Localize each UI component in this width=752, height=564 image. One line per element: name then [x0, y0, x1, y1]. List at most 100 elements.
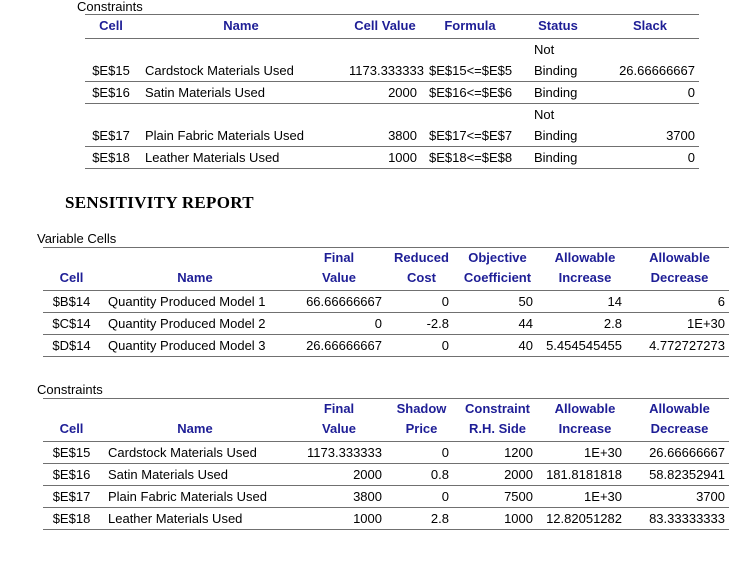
- table-cell: 2000: [290, 463, 388, 486]
- table-cell: Not Binding: [515, 103, 601, 147]
- table-cell: -2.8: [388, 312, 455, 335]
- table-cell: Cardstock Materials Used: [100, 441, 290, 464]
- column-header: Cell: [43, 247, 100, 291]
- column-header: Cell: [85, 14, 137, 39]
- table-cell: $D$14: [43, 334, 100, 357]
- header-row: Cell Name Final Value Shadow Price Constrain…: [43, 398, 729, 442]
- table-cell: 0: [601, 146, 699, 169]
- table-cell: $E$18<=$E$8: [425, 146, 515, 169]
- table-cell: Binding: [515, 146, 601, 169]
- table-cell: 3700: [630, 485, 729, 508]
- table-cell: 50: [455, 290, 540, 313]
- column-header: Status: [515, 14, 601, 39]
- table-cell: 0: [388, 290, 455, 313]
- table-cell: 1000: [345, 146, 425, 169]
- table-cell: 0: [601, 81, 699, 104]
- table-cell: $E$17: [43, 485, 100, 508]
- table-cell: $E$17<=$E$7: [425, 103, 515, 147]
- column-header: Name: [100, 398, 290, 442]
- table-cell: 181.8181818: [540, 463, 630, 486]
- table-cell: Cardstock Materials Used: [137, 38, 345, 82]
- table-cell: 6: [630, 290, 729, 313]
- variable-cells-table: Cell Name Final Value Reduced Cost Objective…: [43, 247, 729, 357]
- table-cell: 2.8: [388, 507, 455, 530]
- table-cell: 3800: [345, 103, 425, 147]
- table-cell: Quantity Produced Model 3: [100, 334, 290, 357]
- table-row: $E$18 Leather Materials Used 1000 2.8 1000 12…: [43, 507, 729, 530]
- table-cell: 26.66666667: [630, 441, 729, 464]
- variable-cells-label: Variable Cells: [37, 231, 117, 246]
- table-cell: 5.454545455: [540, 334, 630, 357]
- table-cell: Plain Fabric Materials Used: [100, 485, 290, 508]
- table-cell: 3800: [290, 485, 388, 508]
- table-cell: $E$15: [43, 441, 100, 464]
- header-row: Cell Name Cell Value Formula Status Slack: [85, 14, 699, 39]
- table-cell: 1000: [455, 507, 540, 530]
- header-row: Cell Name Final Value Reduced Cost Objective…: [43, 247, 729, 291]
- answer-constraints-table: Cell Name Cell Value Formula Status Slack $E$…: [85, 14, 699, 169]
- column-header: Shadow Price: [388, 398, 455, 442]
- table-cell: 1E+30: [540, 485, 630, 508]
- column-header: Cell Value: [345, 14, 425, 39]
- table-cell: Leather Materials Used: [137, 146, 345, 169]
- column-header: Allowable Decrease: [630, 247, 729, 291]
- table-cell: 0: [388, 485, 455, 508]
- table-cell: $E$15: [85, 38, 137, 82]
- table-cell: 44: [455, 312, 540, 335]
- table-cell: 4.772727273: [630, 334, 729, 357]
- table-cell: 12.82051282: [540, 507, 630, 530]
- table-cell: 1E+30: [630, 312, 729, 335]
- table-cell: Quantity Produced Model 2: [100, 312, 290, 335]
- sensitivity-report-title: SENSITIVITY REPORT: [65, 193, 254, 212]
- table-cell: 2000: [345, 81, 425, 104]
- table-cell: 1173.333333: [345, 38, 425, 82]
- table-cell: Not Binding: [515, 38, 601, 82]
- table-cell: 26.66666667: [290, 334, 388, 357]
- column-header: Final Value: [290, 247, 388, 291]
- table-cell: 58.82352941: [630, 463, 729, 486]
- table-cell: Satin Materials Used: [137, 81, 345, 104]
- table-cell: Satin Materials Used: [100, 463, 290, 486]
- table-cell: $E$16: [85, 81, 137, 104]
- table-cell: 3700: [601, 103, 699, 147]
- column-header: Name: [100, 247, 290, 291]
- table-row: $E$16 Satin Materials Used 2000 0.8 2000 181.…: [43, 463, 729, 486]
- sensitivity-constraints-table: Cell Name Final Value Shadow Price Constrain…: [43, 398, 729, 530]
- table-cell: 14: [540, 290, 630, 313]
- table-row: $E$15 Cardstock Materials Used 1173.333333…: [85, 38, 699, 82]
- table-row: $B$14 Quantity Produced Model 1 66.6666666…: [43, 290, 729, 313]
- column-header: Final Value: [290, 398, 388, 442]
- column-header: Allowable Increase: [540, 398, 630, 442]
- column-header: Name: [137, 14, 345, 39]
- table-cell: 66.66666667: [290, 290, 388, 313]
- table-row: $E$18 Leather Materials Used 1000 $E$18<=$E…: [85, 146, 699, 169]
- table-cell: $E$16<=$E$6: [425, 81, 515, 104]
- table-cell: 0: [388, 334, 455, 357]
- table-row: $E$17 Plain Fabric Materials Used 3800 0 750…: [43, 485, 729, 508]
- table-cell: 83.33333333: [630, 507, 729, 530]
- table-cell: 40: [455, 334, 540, 357]
- table-cell: $E$15<=$E$5: [425, 38, 515, 82]
- table-cell: $E$16: [43, 463, 100, 486]
- table-cell: 1000: [290, 507, 388, 530]
- table-cell: 7500: [455, 485, 540, 508]
- table-cell: 1E+30: [540, 441, 630, 464]
- table-cell: $B$14: [43, 290, 100, 313]
- table-row: $E$16 Satin Materials Used 2000 $E$16<=$E$6…: [85, 81, 699, 104]
- column-header: Cell: [43, 398, 100, 442]
- table-cell: 0.8: [388, 463, 455, 486]
- table-cell: Plain Fabric Materials Used: [137, 103, 345, 147]
- column-header: Slack: [601, 14, 699, 39]
- column-header: Reduced Cost: [388, 247, 455, 291]
- table-row: $E$15 Cardstock Materials Used 1173.333333…: [43, 441, 729, 464]
- table-cell: 26.66666667: [601, 38, 699, 82]
- table-cell: 2000: [455, 463, 540, 486]
- table-cell: $E$17: [85, 103, 137, 147]
- table-cell: 1200: [455, 441, 540, 464]
- table-cell: Binding: [515, 81, 601, 104]
- table-cell: 2.8: [540, 312, 630, 335]
- table-row: $C$14 Quantity Produced Model 2 0 -2.8 44 2.8…: [43, 312, 729, 335]
- column-header: Allowable Increase: [540, 247, 630, 291]
- table-cell: Quantity Produced Model 1: [100, 290, 290, 313]
